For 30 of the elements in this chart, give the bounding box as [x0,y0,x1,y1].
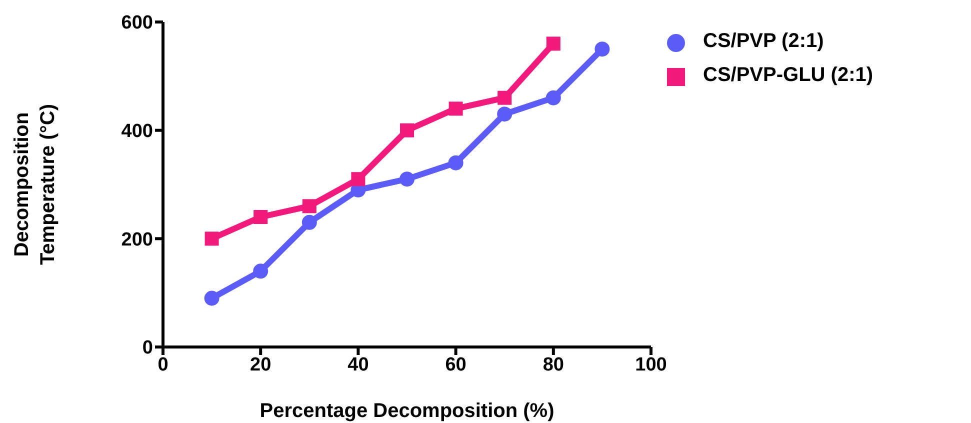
x-tick-label: 80 [542,354,564,376]
point [351,172,366,186]
x-tick-label: 0 [158,354,168,376]
point [400,172,414,187]
y-tick-label: 0 [142,338,153,359]
point [497,106,512,122]
point [448,155,464,170]
point [204,232,219,246]
x-tick-label: 20 [250,354,272,376]
y-axis-title: Decomposition Temperature (°C) [11,104,59,265]
point [302,199,316,214]
point [253,264,268,279]
point [546,90,561,106]
point [400,123,414,138]
point [254,210,268,224]
x-tick-label: 40 [348,354,369,376]
x-tick-label: 60 [445,354,466,376]
x-tick-label: 100 [635,354,667,376]
point [546,36,560,51]
y-tick-label: 200 [121,229,153,250]
point [204,290,220,306]
point [448,102,463,116]
legend-label: CS/PVP-GLU (2:1) [703,64,874,86]
x-axis-title: Percentage Decomposition (%) [260,400,554,422]
y-tick-label: 600 [121,12,153,34]
point [498,90,512,105]
point [594,42,610,57]
y-tick-label: 400 [121,121,153,142]
legend-label: CS/PVP (2:1) [703,30,824,52]
point [302,214,317,230]
